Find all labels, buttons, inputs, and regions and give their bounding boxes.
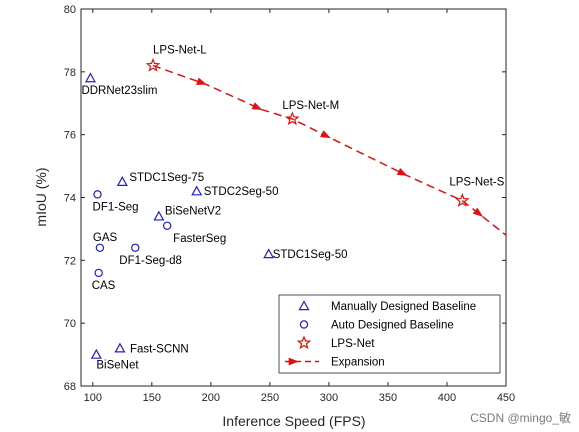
point-label: LPS-Net-S: [449, 177, 504, 189]
legend-arrow-icon: [288, 357, 299, 366]
expansion-arrow: [472, 207, 484, 217]
expansion-arrow: [320, 130, 331, 139]
legend-box: [278, 294, 501, 374]
legend-label: Expansion: [331, 357, 385, 369]
plot-area: 100 150 200 250 300 350 400 450 68 70 72 74 76 78 80 DD…: [64, 4, 515, 404]
expansion-arrow: [251, 102, 263, 110]
manual-baseline-marker: [114, 342, 126, 353]
y-tick-label: 70: [64, 318, 76, 330]
auto-baseline-marker: [95, 243, 105, 252]
auto-baseline-marker: [93, 190, 102, 199]
x-tick-label: 100: [84, 392, 102, 404]
watermark: CSDN @mingo_敏: [470, 411, 571, 425]
point-label: STDC2Seg-50: [204, 186, 279, 198]
legend-label: Auto Designed Baseline: [331, 320, 454, 332]
x-tick-label: 250: [261, 392, 279, 404]
legend-star-icon: [296, 335, 312, 350]
point-label: DF1-Seg: [93, 201, 139, 213]
lps-net-marker: [285, 111, 300, 126]
auto-baseline-marker: [162, 221, 172, 230]
y-tick-label: 76: [64, 130, 76, 142]
point-label: CAS: [92, 280, 116, 292]
point-label: LPS-Net-M: [282, 100, 339, 112]
manual-baseline-marker: [116, 176, 128, 186]
auto-baseline-marker: [131, 243, 140, 252]
y-tick-label: 72: [64, 255, 76, 267]
x-axis-title: Inference Speed (FPS): [222, 413, 365, 429]
point-label: BiSeNetV2: [165, 205, 221, 217]
expansion-arrow: [196, 77, 207, 85]
lps-net-marker: [145, 57, 161, 72]
x-tick-label: 400: [438, 392, 456, 404]
x-tick-label: 200: [202, 392, 220, 404]
expansion-arrow: [396, 167, 408, 176]
manual-baseline-marker: [90, 348, 102, 359]
legend-label: LPS-Net: [331, 338, 375, 350]
point-label: LPS-Net-L: [153, 45, 207, 57]
point-label: DF1-Seg-d8: [119, 255, 182, 267]
manual-baseline-marker: [191, 185, 203, 196]
y-axis-title: mIoU (%): [33, 167, 49, 226]
y-tick-label: 74: [64, 193, 76, 205]
point-label: GAS: [93, 232, 118, 244]
legend-circle-icon: [299, 320, 309, 329]
x-tick-label: 150: [143, 392, 161, 404]
x-tick-label: 450: [497, 392, 515, 404]
point-label: STDC1Seg-50: [273, 249, 348, 261]
x-tick-label: 300: [320, 392, 338, 404]
y-tick-label: 80: [64, 4, 76, 16]
y-tick-label: 68: [64, 381, 76, 393]
x-tick-label: 350: [379, 392, 397, 404]
manual-baseline-marker: [84, 72, 96, 83]
point-label: FasterSeg: [173, 233, 226, 245]
point-label: Fast-SCNN: [130, 343, 189, 355]
manual-baseline-marker: [153, 210, 165, 221]
manual-baseline-marker: [263, 248, 275, 259]
point-label: STDC1Seg-75: [129, 172, 204, 184]
point-label: DDRNet23slim: [81, 85, 157, 97]
legend-triangle-icon: [298, 300, 310, 311]
auto-baseline-marker: [94, 268, 103, 278]
legend-label: Manually Designed Baseline: [331, 301, 476, 313]
point-label: BiSeNet: [96, 360, 139, 372]
y-tick-label: 78: [64, 67, 76, 79]
lps-net-marker: [455, 192, 470, 207]
